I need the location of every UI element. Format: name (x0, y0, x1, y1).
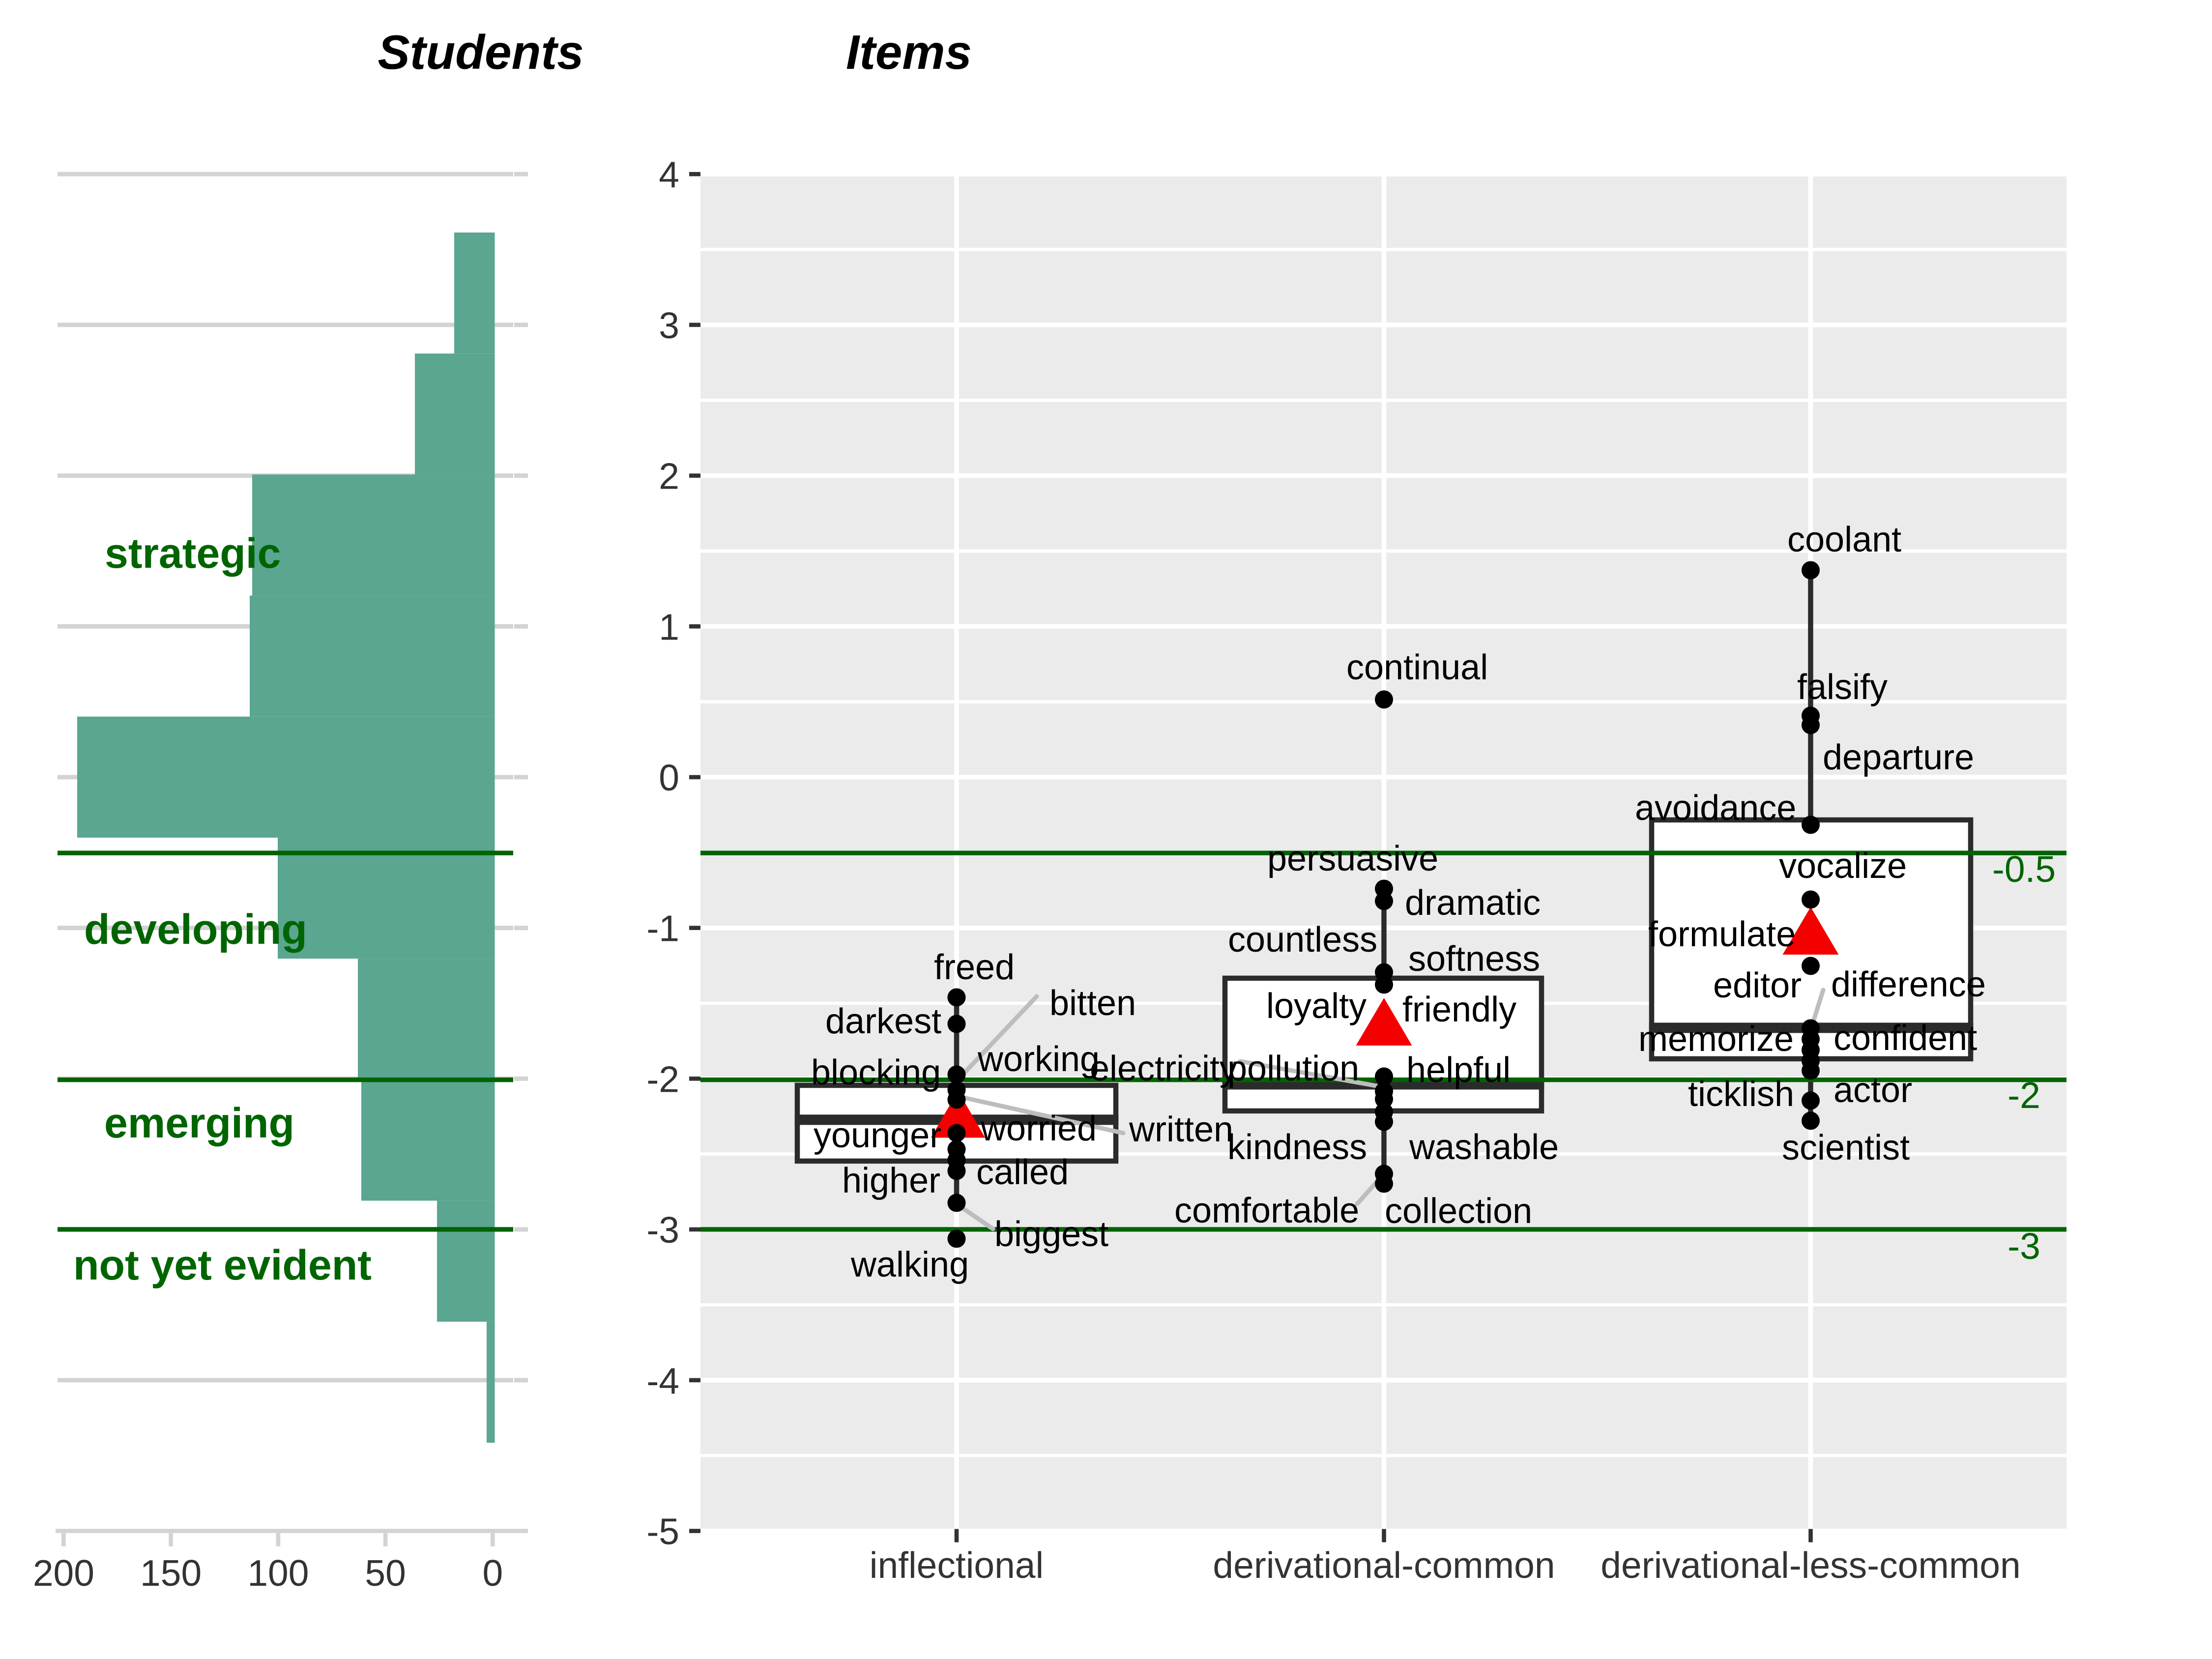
svg-text:kindness: kindness (1227, 1128, 1367, 1167)
svg-text:walking: walking (850, 1245, 969, 1284)
svg-text:not yet evident: not yet evident (73, 1242, 372, 1289)
svg-text:-2: -2 (2008, 1075, 2040, 1116)
svg-text:washable: washable (1409, 1128, 1559, 1167)
svg-text:1: 1 (659, 606, 679, 647)
svg-text:150: 150 (140, 1552, 202, 1594)
svg-text:emerging: emerging (104, 1100, 294, 1147)
svg-text:200: 200 (33, 1552, 94, 1594)
svg-text:100: 100 (247, 1552, 309, 1594)
svg-text:blocking: blocking (811, 1053, 941, 1092)
svg-text:continual: continual (1346, 648, 1488, 687)
svg-text:-2: -2 (646, 1058, 679, 1100)
svg-text:electricity: electricity (1090, 1049, 1237, 1088)
svg-text:4: 4 (659, 154, 679, 195)
svg-text:higher: higher (842, 1161, 940, 1200)
svg-text:formulate: formulate (1648, 915, 1796, 954)
svg-text:biggest: biggest (994, 1215, 1108, 1254)
svg-text:written: written (1129, 1110, 1233, 1149)
svg-text:0: 0 (482, 1552, 503, 1594)
svg-text:ticklish: ticklish (1688, 1075, 1794, 1114)
svg-text:younger: younger (814, 1116, 941, 1155)
svg-text:Students: Students (378, 25, 583, 79)
svg-text:collection: collection (1385, 1192, 1532, 1231)
svg-text:strategic: strategic (105, 530, 281, 577)
svg-text:persuasive: persuasive (1267, 839, 1438, 878)
svg-text:loyalty: loyalty (1266, 987, 1367, 1026)
svg-text:worried: worried (980, 1109, 1097, 1148)
svg-text:editor: editor (1713, 966, 1802, 1005)
svg-text:avoidance: avoidance (1635, 788, 1796, 828)
svg-text:-5: -5 (646, 1511, 679, 1552)
svg-text:0: 0 (659, 757, 679, 798)
svg-text:darkest: darkest (825, 1002, 941, 1041)
svg-text:freed: freed (934, 948, 1015, 987)
svg-text:coolant: coolant (1787, 520, 1901, 559)
svg-text:inflectional: inflectional (870, 1544, 1044, 1586)
svg-text:comfortable: comfortable (1174, 1191, 1359, 1230)
svg-text:50: 50 (365, 1552, 406, 1594)
svg-text:pollution: pollution (1227, 1049, 1359, 1088)
svg-text:working: working (977, 1040, 1100, 1079)
svg-text:scientist: scientist (1782, 1128, 1910, 1167)
svg-text:developing: developing (84, 906, 307, 953)
svg-text:difference: difference (1831, 965, 1986, 1004)
svg-text:helpful: helpful (1406, 1050, 1511, 1090)
svg-text:called: called (976, 1153, 1069, 1192)
svg-text:falsify: falsify (1797, 668, 1888, 707)
svg-text:friendly: friendly (1402, 990, 1516, 1029)
svg-text:2: 2 (659, 456, 679, 497)
svg-text:vocalize: vocalize (1779, 846, 1907, 886)
svg-text:softness: softness (1408, 939, 1540, 979)
svg-text:derivational-less-common: derivational-less-common (1601, 1544, 2020, 1586)
svg-text:3: 3 (659, 305, 679, 346)
svg-text:memorize: memorize (1638, 1019, 1794, 1059)
svg-text:derivational-common: derivational-common (1213, 1544, 1555, 1586)
svg-text:dramatic: dramatic (1405, 883, 1541, 923)
svg-text:-3: -3 (646, 1209, 679, 1251)
svg-text:-0.5: -0.5 (1992, 848, 2056, 890)
svg-text:-1: -1 (646, 908, 679, 949)
svg-text:confident: confident (1834, 1019, 1977, 1058)
svg-text:-3: -3 (2008, 1225, 2040, 1267)
svg-text:countless: countless (1228, 920, 1377, 960)
svg-text:bitten: bitten (1049, 984, 1136, 1023)
svg-text:actor: actor (1834, 1071, 1912, 1110)
svg-text:Items: Items (846, 25, 972, 79)
svg-text:-4: -4 (646, 1360, 679, 1401)
svg-text:departure: departure (1823, 738, 1974, 777)
